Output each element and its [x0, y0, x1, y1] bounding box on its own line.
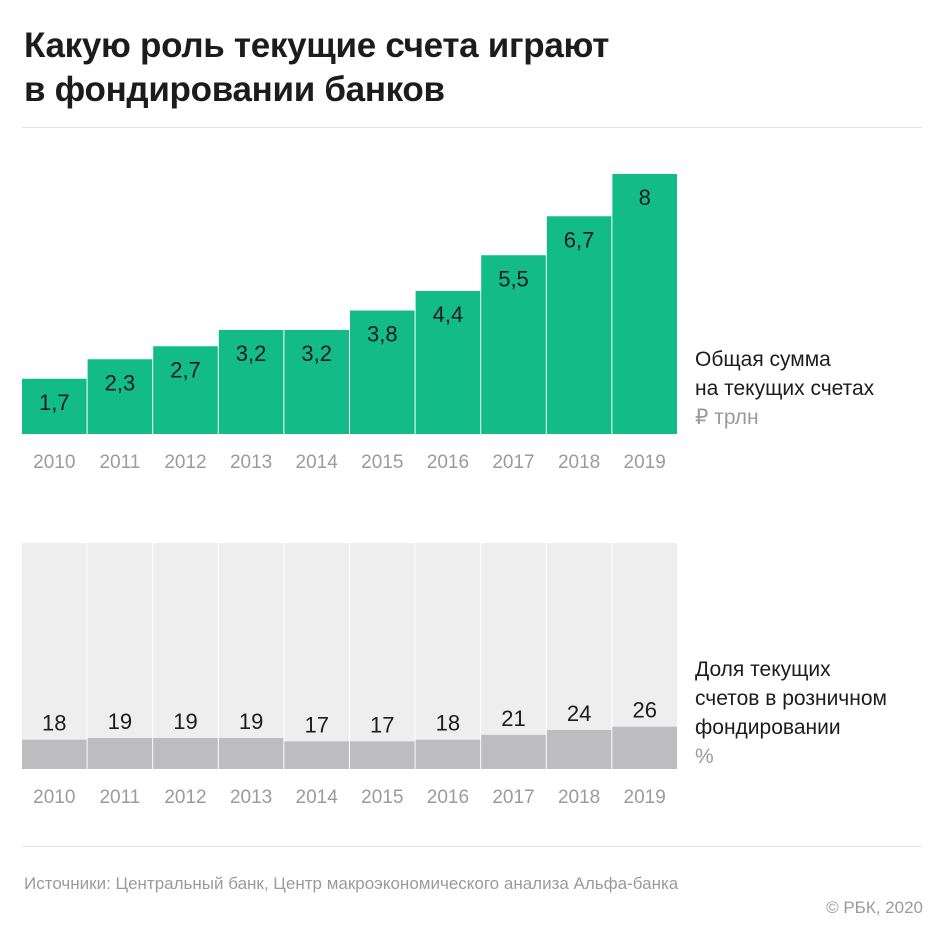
- bar-total-2010: [22, 378, 87, 434]
- source-note: Источники: Центральный банк, Центр макро…: [24, 874, 679, 893]
- data-label-share-2012: 19: [173, 709, 197, 734]
- year-label-share-2017: 2017: [492, 787, 534, 808]
- bar-share-2012: [153, 738, 218, 769]
- bar-share-2015: [350, 741, 415, 769]
- bar-share-bg-2015: [350, 543, 415, 769]
- bar-total-2015: [350, 310, 415, 434]
- bar-total-2011: [87, 359, 153, 434]
- year-label-share-2011: 2011: [99, 787, 140, 808]
- copyright: © РБК, 2020: [826, 898, 923, 917]
- bar-total-2019: [612, 174, 677, 434]
- bar-share-2017: [481, 734, 546, 769]
- year-label-total-2015: 2015: [361, 452, 403, 473]
- year-label-total-2019: 2019: [624, 452, 666, 473]
- data-label-total-2019: 8: [639, 185, 651, 210]
- data-label-total-2015: 3,8: [367, 322, 398, 347]
- bar-share-2011: [87, 738, 153, 769]
- bar-share-2019: [612, 726, 677, 769]
- chart-title-line-1: Какую роль текущие счета играют: [24, 26, 610, 65]
- bar-share-2010: [22, 739, 87, 769]
- bar-total-2017: [481, 255, 546, 434]
- bar-total-2013: [218, 330, 284, 434]
- bar-share-bg-2011: [87, 543, 153, 769]
- data-label-total-2017: 5,5: [498, 266, 529, 291]
- series-label-share-line-2: счетов в розничном: [695, 687, 887, 710]
- year-label-total-2013: 2013: [230, 452, 272, 473]
- bottom-divider: [22, 846, 922, 847]
- series-label-total-line-1: Общая сумма: [695, 348, 831, 371]
- data-label-share-2013: 19: [239, 709, 263, 734]
- top-divider: [22, 127, 922, 128]
- year-label-total-2011: 2011: [99, 452, 140, 473]
- series-label-total-line-2: на текущих счетах: [695, 377, 875, 400]
- chart-title-line-2: в фондировании банков: [24, 70, 445, 109]
- year-label-share-2010: 2010: [33, 787, 75, 808]
- year-label-total-2018: 2018: [558, 452, 600, 473]
- year-label-share-2016: 2016: [427, 787, 469, 808]
- bar-total-2018: [546, 216, 612, 434]
- bar-total-2016: [415, 291, 481, 434]
- bar-share-bg-2016: [415, 543, 481, 769]
- data-label-total-2013: 3,2: [236, 341, 267, 366]
- year-label-share-2019: 2019: [624, 787, 666, 808]
- data-label-total-2014: 3,2: [301, 341, 332, 366]
- series-unit-total: ₽ трлн: [695, 406, 759, 429]
- data-label-share-2015: 17: [370, 712, 394, 737]
- year-label-share-2018: 2018: [558, 787, 600, 808]
- data-label-total-2012: 2,7: [170, 357, 201, 382]
- year-label-total-2016: 2016: [427, 452, 469, 473]
- data-label-total-2011: 2,3: [105, 370, 136, 395]
- bar-share-bg-2013: [218, 543, 284, 769]
- bar-share-2016: [415, 739, 481, 769]
- data-label-total-2018: 6,7: [564, 227, 595, 252]
- bar-share-bg-2014: [284, 543, 349, 769]
- series-unit-share: %: [695, 745, 714, 768]
- series-label-share: Доля текущих счетов в розничном фондиров…: [695, 655, 887, 771]
- series-label-share-line-3: фондировании: [695, 716, 841, 739]
- data-label-share-2011: 19: [108, 709, 132, 734]
- data-label-share-2017: 21: [501, 706, 525, 731]
- year-label-total-2010: 2010: [33, 452, 75, 473]
- series-label-share-line-1: Доля текущих: [695, 658, 831, 681]
- bar-total-2014: [284, 330, 349, 434]
- data-label-share-2014: 17: [304, 712, 328, 737]
- year-label-share-2015: 2015: [361, 787, 403, 808]
- bar-share-bg-2010: [22, 543, 87, 769]
- year-label-share-2013: 2013: [230, 787, 272, 808]
- data-label-share-2019: 26: [632, 698, 656, 723]
- data-label-share-2018: 24: [567, 701, 591, 726]
- year-label-share-2012: 2012: [164, 787, 206, 808]
- year-label-total-2012: 2012: [164, 452, 206, 473]
- data-label-total-2016: 4,4: [433, 302, 464, 327]
- chart-title: Какую роль текущие счета играют в фондир…: [24, 24, 904, 112]
- bar-share-2014: [284, 741, 349, 769]
- year-label-total-2017: 2017: [492, 452, 534, 473]
- data-label-share-2016: 18: [436, 711, 460, 736]
- bar-share-bg-2012: [153, 543, 218, 769]
- series-label-total: Общая сумма на текущих счетах ₽ трлн: [695, 345, 874, 432]
- bar-share-bg-2017: [481, 543, 546, 769]
- bar-share-2018: [546, 729, 612, 769]
- data-label-share-2010: 18: [42, 711, 66, 736]
- year-label-share-2014: 2014: [296, 787, 339, 808]
- data-label-total-2010: 1,7: [39, 390, 70, 415]
- bar-total-2012: [153, 346, 218, 434]
- year-label-total-2014: 2014: [296, 452, 339, 473]
- bar-share-2013: [218, 738, 284, 769]
